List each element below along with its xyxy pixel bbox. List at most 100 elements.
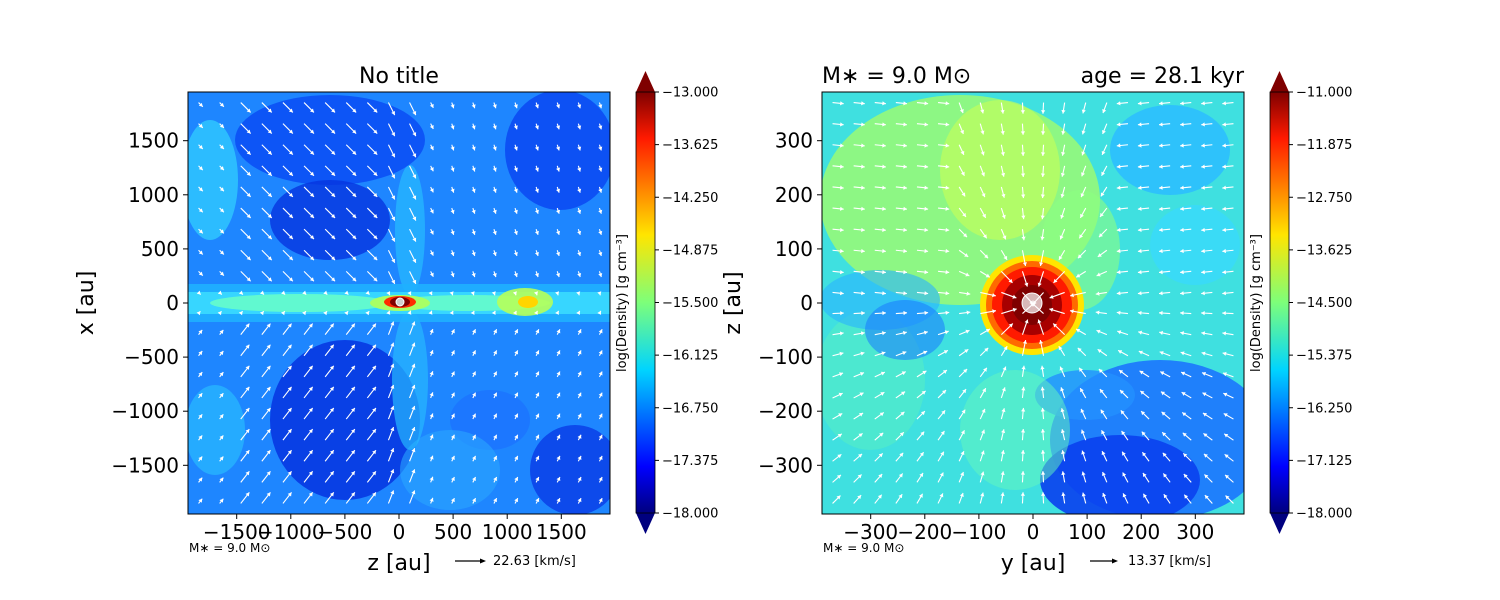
velocity-arrowhead <box>450 392 455 397</box>
velocity-arrowhead <box>598 392 603 397</box>
velocity-arrowhead <box>1201 164 1205 169</box>
velocity-arrowhead <box>882 122 886 127</box>
velocity-arrowhead <box>514 476 519 482</box>
velocity-arrowhead <box>1079 367 1083 372</box>
velocity-arrowhead <box>836 474 841 479</box>
velocity-arrowhead <box>246 192 251 197</box>
velocity-arrowhead <box>534 188 539 193</box>
velocity-arrowhead <box>1201 143 1205 148</box>
velocity-arrowhead <box>1021 215 1026 220</box>
velocity-arrowhead <box>1159 227 1163 233</box>
velocity-arrowhead <box>411 363 416 368</box>
velocity-arrowhead <box>351 492 355 497</box>
velocity-arrowhead <box>901 391 906 396</box>
velocity-arrowhead <box>308 386 313 391</box>
velocity-arrowhead <box>429 455 434 460</box>
velocity-arrowhead <box>966 310 971 315</box>
velocity-arrowhead <box>1020 428 1026 433</box>
velocity-arrowhead <box>288 108 293 113</box>
velocity-arrowhead <box>534 251 539 256</box>
velocity-arrowhead <box>471 209 476 214</box>
velocity-arrowhead <box>1101 150 1106 155</box>
colorbar-tick-label: −14.875 <box>662 243 718 258</box>
velocity-arrowhead <box>219 166 224 171</box>
velocity-arrowhead <box>1001 387 1006 392</box>
velocity-arrowhead <box>372 323 376 328</box>
velocity-arrowhead <box>860 331 865 336</box>
velocity-arrowhead <box>1143 493 1147 498</box>
velocity-arrowhead <box>1008 323 1013 328</box>
velocity-arrowhead <box>238 311 243 316</box>
velocity-arrowhead <box>329 471 334 476</box>
velocity-arrowhead <box>1137 291 1142 296</box>
velocity-arrowhead <box>898 494 903 499</box>
velocity-arrowhead <box>1100 192 1105 197</box>
velocity-arrowhead <box>877 494 882 499</box>
velocity-arrowhead <box>839 331 844 336</box>
velocity-arrowhead <box>411 427 416 432</box>
velocity-arrowhead <box>577 350 582 355</box>
velocity-arrowhead <box>1049 307 1054 312</box>
velocity-arrowhead <box>965 329 970 334</box>
velocity-arrowhead <box>472 329 476 334</box>
velocity-arrowhead <box>984 347 989 352</box>
velocity-arrowhead <box>281 290 286 295</box>
velocity-arrowhead <box>861 227 865 233</box>
velocity-arrowhead <box>577 209 582 214</box>
velocity-arrowhead <box>556 167 561 172</box>
velocity-arrowhead <box>329 365 334 370</box>
colorbar-2-label: log(Density) [g cm⁻³] <box>1249 234 1264 372</box>
velocity-arrowhead <box>1021 236 1026 241</box>
velocity-arrowhead <box>287 344 292 349</box>
velocity-arrowhead <box>411 406 416 411</box>
velocity-arrowhead <box>1201 185 1205 190</box>
velocity-arrowhead <box>1020 173 1026 178</box>
velocity-arrowhead <box>373 108 378 113</box>
velocity-arrowhead <box>267 150 272 155</box>
velocity-arrowhead <box>219 102 224 107</box>
x-tick-label: −1000 <box>257 520 325 544</box>
velocity-arrowhead <box>198 393 203 398</box>
velocity-arrowhead <box>1180 248 1184 254</box>
velocity-arrowhead <box>577 455 582 460</box>
velocity-arrowhead <box>1117 330 1122 335</box>
x-tick-label: 1000 <box>482 520 533 544</box>
velocity-arrowhead <box>412 132 417 137</box>
velocity-arrowhead <box>1058 346 1063 351</box>
velocity-arrowhead <box>450 273 455 278</box>
velocity-arrowhead <box>899 432 904 437</box>
velocity-arrowhead <box>198 498 203 503</box>
velocity-arrowhead <box>246 129 251 134</box>
velocity-arrowhead <box>329 386 334 391</box>
velocity-arrowhead <box>1122 472 1127 477</box>
velocity-arrowhead <box>980 492 985 497</box>
x-axis-label-1: z [au] <box>367 551 430 576</box>
velocity-arrowhead <box>267 235 272 240</box>
velocity-arrowhead <box>390 469 395 474</box>
velocity-arrowhead <box>329 323 334 328</box>
velocity-arrowhead <box>598 188 603 193</box>
x-tick-label: 0 <box>393 520 406 544</box>
velocity-arrowhead <box>1182 432 1187 437</box>
velocity-arrowhead <box>219 229 224 234</box>
velocity-arrowhead <box>429 350 434 355</box>
velocity-arrowhead <box>981 408 986 413</box>
y-tick-label: 1500 <box>128 129 179 153</box>
velocity-arrowhead <box>597 291 602 296</box>
velocity-arrowhead <box>1158 310 1163 316</box>
velocity-arrowhead <box>535 350 540 355</box>
y-tick-label: −100 <box>758 345 813 369</box>
velocity-arrowhead <box>924 310 929 316</box>
velocity-arrowhead <box>556 329 561 334</box>
velocity-arrowhead <box>492 209 497 214</box>
velocity-arrowhead <box>840 206 844 211</box>
velocity-arrowhead <box>1159 330 1164 336</box>
velocity-arrowhead <box>429 413 434 418</box>
velocity-arrowhead <box>942 370 947 374</box>
velocity-arrowhead <box>266 450 271 455</box>
velocity-arrowhead <box>386 310 391 315</box>
velocity-arrowhead <box>308 344 313 349</box>
velocity-arrowhead <box>1137 206 1142 211</box>
velocity-arrowhead <box>964 253 969 257</box>
velocity-arrowhead <box>1041 110 1046 114</box>
